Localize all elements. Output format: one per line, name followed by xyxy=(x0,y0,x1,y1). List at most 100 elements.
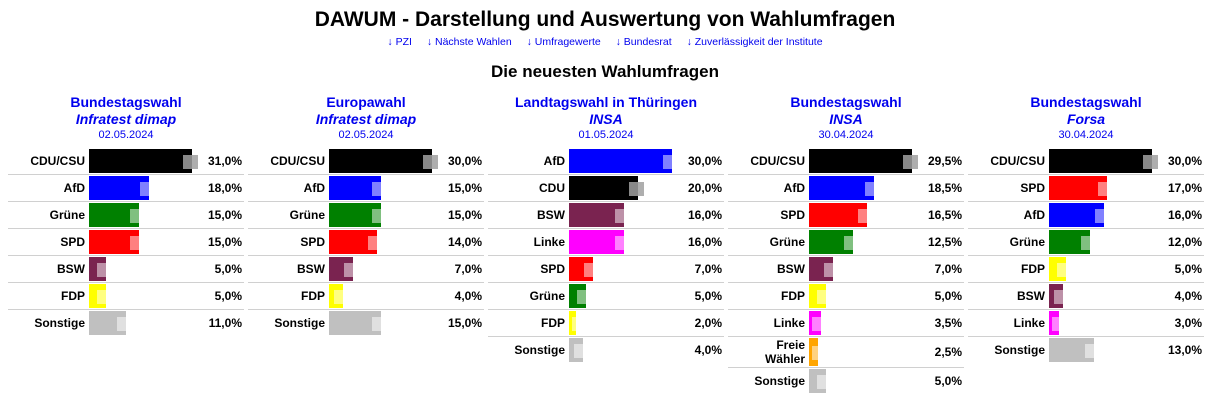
poll-row: Grüne 12,0% xyxy=(968,229,1204,256)
bar-area xyxy=(329,230,439,254)
nav-link-umfragewerte[interactable]: ↓ Umfragewerte xyxy=(526,36,601,48)
value-label: 15,0% xyxy=(447,316,482,330)
previous-value-marker xyxy=(1143,155,1158,169)
previous-value-marker xyxy=(139,182,155,196)
poll-row: FDP 5,0% xyxy=(968,256,1204,283)
poll-header[interactable]: Landtagswahl in Thüringen INSA 01.05.2024 xyxy=(488,94,724,148)
previous-value-marker xyxy=(903,155,918,169)
poll-date[interactable]: 02.05.2024 xyxy=(338,129,394,141)
value-label: 16,0% xyxy=(687,208,722,222)
nav-link-zuverlaessigkeit[interactable]: ↓ Zuverlässigkeit der Institute xyxy=(686,36,823,48)
poll-card: Bundestagswahl INSA 30.04.2024 CDU/CSU 29,5%… xyxy=(728,94,964,394)
poll-parliament[interactable]: Bundestagswahl xyxy=(70,94,182,110)
party-label: Sonstige xyxy=(994,343,1045,357)
poll-row: BSW 7,0% xyxy=(248,256,484,283)
poll-header[interactable]: Bundestagswahl INSA 30.04.2024 xyxy=(728,94,964,148)
value-label: 31,0% xyxy=(207,154,242,168)
value-label: 3,5% xyxy=(934,316,962,330)
poll-row: AfD 16,0% xyxy=(968,202,1204,229)
previous-value-marker xyxy=(96,263,112,277)
poll-row: CDU/CSU 31,0% xyxy=(8,148,244,175)
bar-area xyxy=(809,149,919,173)
poll-institute[interactable]: INSA xyxy=(589,111,623,127)
bar-area xyxy=(569,203,679,227)
bar-area xyxy=(89,257,199,281)
poll-rows: CDU/CSU 31,0% AfD 18,0% Grüne 15,0% SPD 15,0% BS… xyxy=(8,148,244,336)
value-label: 12,0% xyxy=(1167,235,1202,249)
value-label: 20,0% xyxy=(687,181,722,195)
poll-institute[interactable]: Forsa xyxy=(1066,111,1106,127)
previous-value-marker xyxy=(817,290,833,304)
poll-header[interactable]: Bundestagswahl Infratest dimap 02.05.2024 xyxy=(8,94,244,148)
poll-row: BSW 16,0% xyxy=(488,202,724,229)
previous-value-marker xyxy=(1084,344,1100,358)
poll-row: FDP 5,0% xyxy=(728,283,964,310)
poll-header[interactable]: Bundestagswahl Forsa 30.04.2024 xyxy=(968,94,1204,148)
previous-value-marker xyxy=(864,182,880,196)
value-label: 4,0% xyxy=(694,343,722,357)
value-label: 5,0% xyxy=(934,289,962,303)
bar-area xyxy=(89,284,199,308)
value-label: 16,5% xyxy=(927,208,962,222)
bar xyxy=(1049,176,1108,200)
poll-date[interactable]: 01.05.2024 xyxy=(578,129,634,141)
party-label: FDP xyxy=(1021,262,1045,276)
bar-area xyxy=(1049,176,1159,200)
previous-value-marker xyxy=(614,236,630,250)
bar-area xyxy=(329,176,439,200)
value-label: 2,5% xyxy=(934,345,962,359)
previous-value-marker xyxy=(129,209,145,223)
poll-parliament[interactable]: Bundestagswahl xyxy=(1030,94,1142,110)
value-label: 5,0% xyxy=(694,289,722,303)
poll-row: SPD 17,0% xyxy=(968,175,1204,202)
poll-header[interactable]: Europawahl Infratest dimap 02.05.2024 xyxy=(248,94,484,148)
bar-area xyxy=(569,338,679,362)
bar xyxy=(1049,149,1152,173)
poll-row: Linke 3,5% xyxy=(728,310,964,337)
bar-area xyxy=(89,230,199,254)
poll-institute[interactable]: INSA xyxy=(829,111,863,127)
bar-area xyxy=(809,230,919,254)
poll-date[interactable]: 30.04.2024 xyxy=(818,129,874,141)
poll-institute[interactable]: Infratest dimap xyxy=(75,111,177,127)
bar-area xyxy=(1049,230,1159,254)
previous-value-marker xyxy=(824,263,840,277)
bar xyxy=(569,203,624,227)
bar-area xyxy=(1049,257,1159,281)
poll-row: AfD 18,5% xyxy=(728,175,964,202)
previous-value-marker xyxy=(1052,317,1067,331)
value-label: 30,0% xyxy=(447,154,482,168)
party-label: SPD xyxy=(1020,181,1045,195)
nav-link-naechste-wahlen[interactable]: ↓ Nächste Wahlen xyxy=(426,36,512,48)
value-label: 29,5% xyxy=(927,154,962,168)
nav-link-pzi[interactable]: ↓ PZI xyxy=(387,36,412,48)
poll-institute[interactable]: Infratest dimap xyxy=(315,111,417,127)
previous-value-marker xyxy=(843,236,859,250)
poll-date[interactable]: 30.04.2024 xyxy=(1058,129,1114,141)
poll-parliament[interactable]: Landtagswahl in Thüringen xyxy=(515,94,697,110)
party-label: AfD xyxy=(1023,208,1045,222)
bar-area xyxy=(809,338,919,366)
poll-card: Landtagswahl in Thüringen INSA 01.05.2024 A… xyxy=(488,94,724,363)
previous-value-marker xyxy=(1053,290,1069,304)
poll-rows: CDU/CSU 29,5% AfD 18,5% SPD 16,5% Grüne 12,5% BS… xyxy=(728,148,964,394)
nav-link-bundesrat[interactable]: ↓ Bundesrat xyxy=(615,36,672,48)
previous-value-marker xyxy=(1098,182,1114,196)
party-label: CDU/CSU xyxy=(990,154,1045,168)
value-label: 18,5% xyxy=(927,181,962,195)
party-label: AfD xyxy=(783,181,805,195)
value-label: 15,0% xyxy=(447,181,482,195)
party-label: FDP xyxy=(301,289,325,303)
poll-row: FDP 2,0% xyxy=(488,310,724,337)
value-label: 11,0% xyxy=(208,316,242,330)
poll-row: SPD 7,0% xyxy=(488,256,724,283)
poll-parliament[interactable]: Bundestagswahl xyxy=(790,94,902,110)
previous-value-marker xyxy=(183,155,198,169)
poll-parliament[interactable]: Europawahl xyxy=(326,94,406,110)
bar-area xyxy=(329,284,439,308)
party-label: BSW xyxy=(57,262,85,276)
bar-area xyxy=(569,149,679,173)
previous-value-marker xyxy=(614,209,630,223)
poll-date[interactable]: 02.05.2024 xyxy=(98,129,154,141)
previous-value-marker xyxy=(333,290,349,304)
